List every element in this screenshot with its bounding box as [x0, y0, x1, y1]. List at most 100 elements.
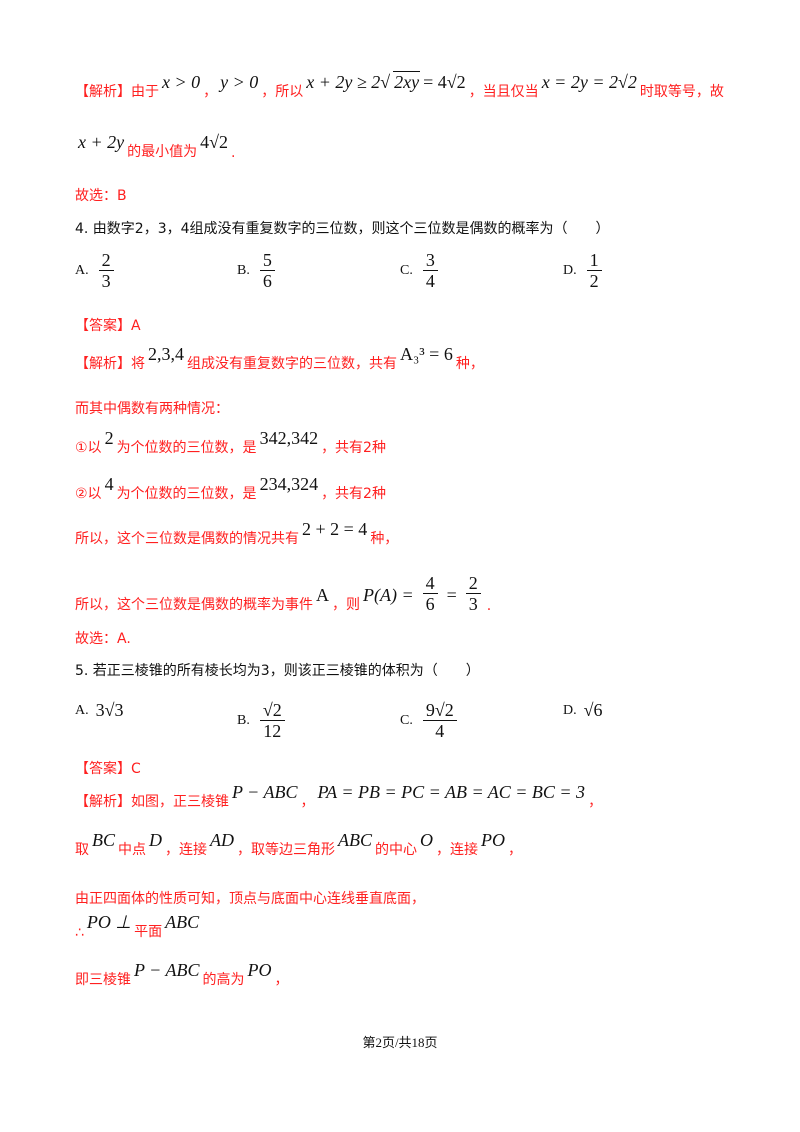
option-a: A. 3√3	[75, 700, 127, 721]
math-expression: 4√2	[200, 132, 229, 152]
denominator: 2	[589, 271, 599, 291]
text-line: 【答案】A	[75, 315, 141, 335]
text-line: 4. 由数字2，3，4组成没有重复数字的三位数，则这个三位数是偶数的概率为（ ）	[75, 218, 610, 238]
text-span: ，共有2种	[321, 486, 386, 502]
text-span: 种，	[370, 531, 399, 547]
text-span: ，连接	[436, 842, 479, 858]
text-span: 【解析】将	[75, 356, 145, 372]
option-b: B. √2 12	[237, 700, 291, 741]
text-span: 4. 由数字2，3，4组成没有重复数字的三位数，则这个三位数是偶数的概率为（ ）	[75, 221, 610, 237]
text-span: ②以	[75, 486, 102, 502]
math-expression: PO ⊥	[86, 912, 132, 932]
math-expression: 342,342	[259, 428, 319, 448]
text-span: ∴	[75, 925, 84, 941]
math-expression: PO	[481, 830, 506, 850]
math-expression: D	[149, 830, 163, 850]
text-span: 故选：A.	[75, 631, 131, 647]
text-line: ∴ PO ⊥ 平面 ABC	[75, 912, 202, 941]
text-span: ，连接	[165, 842, 208, 858]
text-span: 所以，这个三位数是偶数的概率为事件	[75, 597, 313, 613]
denominator: 3	[468, 594, 478, 614]
text-line: ②以 4 为个位数的三位数，是 234,324 ，共有2种	[75, 474, 386, 503]
math-expression: = 4√2	[423, 72, 466, 92]
text-span: ，	[274, 972, 289, 988]
option-value: √6	[583, 700, 603, 720]
option-label: B.	[237, 712, 250, 728]
text-span: 中点	[118, 842, 147, 858]
option-label: A.	[75, 262, 89, 278]
text-line: 5. 若正三棱锥的所有棱长均为3，则该正三棱锥的体积为（ ）	[75, 660, 480, 680]
text-span: 的中心	[375, 842, 418, 858]
text-span: 【解析】由于	[75, 84, 159, 100]
math-expression: PO	[247, 960, 272, 980]
option-label: B.	[237, 262, 250, 278]
text-line: 所以，这个三位数是偶数的概率为事件 A ，则 P(A) = 4 6 = 2 3.	[75, 573, 491, 614]
text-span: ，	[300, 794, 315, 810]
page-footer: 第2页/共18页	[362, 1035, 438, 1050]
text-line: 所以，这个三位数是偶数的情况共有 2 + 2 = 4 种，	[75, 519, 399, 548]
text-span: 而其中偶数有两种情况：	[75, 401, 229, 417]
math-expression: y > 0	[220, 72, 259, 92]
math-expression: AD	[210, 830, 235, 850]
option-d: D. 1 2	[563, 250, 608, 291]
numerator: 2	[98, 250, 114, 271]
denominator: 12	[263, 721, 282, 741]
text-span: ，	[203, 84, 218, 100]
math-expression: x > 0	[162, 72, 201, 92]
text-span: 种，	[455, 356, 484, 372]
text-span: 【答案】A	[75, 318, 141, 334]
fraction: 9√2 4	[422, 700, 457, 741]
text-span: 的高为	[202, 972, 245, 988]
numerator: 5	[259, 250, 275, 271]
text-span: 平面	[134, 924, 163, 940]
text-span: .	[486, 598, 492, 614]
math-expression: O	[420, 830, 434, 850]
math-expression: x + 2y	[78, 132, 125, 152]
math-expression: P − ABC	[134, 960, 200, 980]
text-span: 组成没有重复数字的三位数，共有	[187, 356, 397, 372]
text-span: 为个位数的三位数，是	[116, 486, 257, 502]
text-line: 【解析】将 2,3,4 组成没有重复数字的三位数，共有 A₃³ = 6 种，	[75, 344, 484, 373]
math-expression: 2	[104, 428, 114, 448]
math-expression: ABC	[338, 830, 373, 850]
denominator: 6	[425, 594, 435, 614]
option-a: A. 2 3	[75, 250, 120, 291]
text-line: x + 2y 的最小值为 4√2.	[75, 132, 235, 161]
text-span: ①以	[75, 440, 102, 456]
denominator: 6	[262, 271, 272, 291]
text-line: 由正四面体的性质可知，顶点与底面中心连线垂直底面，	[75, 888, 425, 908]
numerator: 1	[586, 250, 602, 271]
text-line: 【答案】C	[75, 758, 141, 778]
math-expression: 4	[104, 474, 114, 494]
option-label: C.	[400, 262, 413, 278]
option-label: C.	[400, 712, 413, 728]
option-label: D.	[563, 702, 577, 718]
math-expression: ABC	[165, 912, 200, 932]
text-line: 取 BC 中点 D ，连接 AD ，取等边三角形 ABC 的中心 O ，连接 PO，	[75, 830, 522, 859]
numerator: 9√2	[422, 700, 457, 721]
radicand-text: 2xy	[393, 71, 421, 92]
fraction: √2 12	[259, 700, 285, 741]
radicand: 2xy	[393, 71, 421, 93]
option-d: D. √6	[563, 700, 606, 721]
text-span: 时取等号，故	[639, 84, 724, 100]
math-expression: =	[446, 585, 457, 605]
text-line: 即三棱锥 P − ABC 的高为 PO，	[75, 960, 289, 989]
text-span: 的最小值为	[127, 144, 198, 160]
math-expression: P − ABC	[232, 782, 298, 802]
text-span: 所以，这个三位数是偶数的情况共有	[75, 531, 299, 547]
text-span: 由正四面体的性质可知，顶点与底面中心连线垂直底面，	[75, 891, 425, 907]
text-line: 而其中偶数有两种情况：	[75, 398, 229, 418]
text-span: 故选：B	[75, 188, 127, 204]
text-span: 取	[75, 842, 89, 858]
text-span: ，取等边三角形	[237, 842, 336, 858]
text-line: 【解析】如图，正三棱锥 P − ABC， PA = PB = PC = AB = A…	[75, 782, 602, 811]
numerator: 3	[422, 250, 438, 271]
text-span: 5. 若正三棱锥的所有棱长均为3，则该正三棱锥的体积为（ ）	[75, 663, 480, 679]
